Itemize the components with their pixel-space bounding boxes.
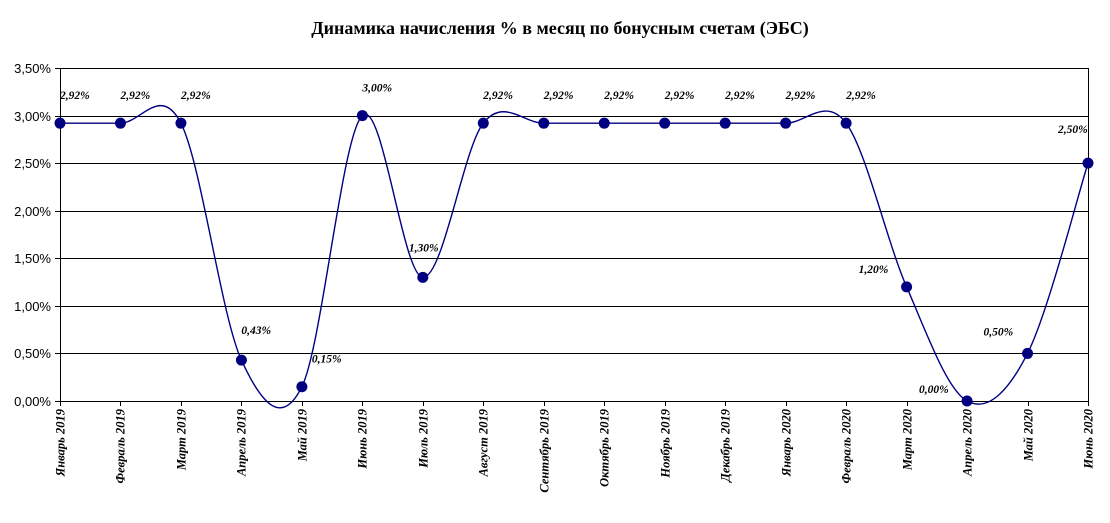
data-point — [598, 117, 610, 129]
data-label: 3,00% — [361, 83, 392, 95]
x-axis-tick-labels: Январь 2019 Февраль 2019 Март 2019 Апрель 2… — [54, 408, 1096, 492]
data-point — [296, 381, 308, 393]
data-point — [901, 281, 913, 293]
x-tick-label: Май 2020 — [1022, 408, 1036, 462]
x-tick-label: Март 2020 — [901, 408, 915, 471]
data-labels: 2,92% 2,92% 2,92% 0,43% 0,15% 3,00% 1,30% 2,92%… — [59, 83, 1088, 396]
data-point — [780, 117, 792, 129]
data-markers — [54, 110, 1094, 407]
y-tick-label: 3,00% — [14, 109, 51, 124]
x-tick-label: Январь 2020 — [780, 408, 794, 477]
x-tick-label: Август 2019 — [477, 408, 491, 477]
data-point — [235, 354, 247, 366]
data-label: 0,50% — [984, 326, 1014, 338]
x-tick-label: Июль 2019 — [417, 408, 431, 469]
data-point — [175, 117, 187, 129]
data-label: 2,92% — [785, 90, 816, 102]
data-label: 2,92% — [724, 90, 755, 102]
data-point — [417, 271, 429, 283]
y-axis-tick-labels: 0,00% 0,50% 1,00% 1,50% 2,00% 2,50% 3,00% 3,50% — [14, 61, 51, 409]
y-tick-label: 1,00% — [14, 299, 51, 314]
y-tick-label: 2,00% — [14, 204, 51, 219]
data-label: 1,20% — [859, 264, 889, 276]
y-tick-label: 0,00% — [14, 394, 51, 409]
x-tick-label: Ноябрь 2019 — [659, 408, 673, 478]
x-tick-label: Март 2019 — [175, 408, 189, 471]
series-line — [59, 105, 1089, 409]
x-tick-label: Январь 2019 — [54, 408, 68, 477]
x-tick-label: Апрель 2019 — [235, 408, 249, 477]
data-label: 2,50% — [1057, 124, 1088, 136]
series-layer — [59, 105, 1089, 409]
chart-title: Динамика начисления % в месяц по бонусны… — [311, 18, 809, 39]
data-point — [840, 117, 852, 129]
data-label: 2,92% — [59, 90, 90, 102]
x-tick-label: Май 2019 — [296, 408, 310, 462]
data-label: 0,43% — [241, 325, 271, 337]
grid-lines — [60, 68, 1088, 402]
data-point — [659, 117, 671, 129]
x-tick-label: Февраль 2020 — [840, 408, 854, 483]
data-point — [477, 117, 489, 129]
data-label: 2,92% — [543, 90, 574, 102]
y-tick-label: 2,50% — [14, 156, 51, 171]
data-label: 2,92% — [180, 90, 211, 102]
data-label: 2,92% — [603, 90, 634, 102]
data-point — [1022, 347, 1034, 359]
data-label: 2,92% — [664, 90, 695, 102]
y-tick-label: 3,50% — [14, 61, 51, 76]
x-tick-label: Октябрь 2019 — [598, 408, 612, 487]
data-point — [538, 117, 550, 129]
x-tick-label: Июнь 2020 — [1082, 408, 1096, 469]
x-tick-label: Февраль 2019 — [114, 408, 128, 483]
data-point — [356, 110, 368, 122]
data-point — [961, 395, 973, 407]
data-label: 0,00% — [919, 384, 949, 396]
x-tick-label: Июнь 2019 — [356, 408, 370, 469]
y-tick-label: 1,50% — [14, 251, 51, 266]
data-point — [1082, 157, 1094, 169]
x-tick-label: Декабрь 2019 — [719, 408, 733, 482]
data-label: 2,92% — [119, 90, 150, 102]
data-point — [54, 117, 66, 129]
data-label: 2,92% — [845, 90, 876, 102]
data-point — [719, 117, 731, 129]
data-label: 1,30% — [409, 242, 439, 254]
data-point — [114, 117, 126, 129]
x-tick-label: Сентябрь 2019 — [538, 408, 552, 492]
y-tick-label: 0,50% — [14, 346, 51, 361]
x-tick-label: Апрель 2020 — [961, 408, 975, 477]
data-label: 2,92% — [482, 90, 513, 102]
data-label: 0,15% — [312, 354, 342, 366]
